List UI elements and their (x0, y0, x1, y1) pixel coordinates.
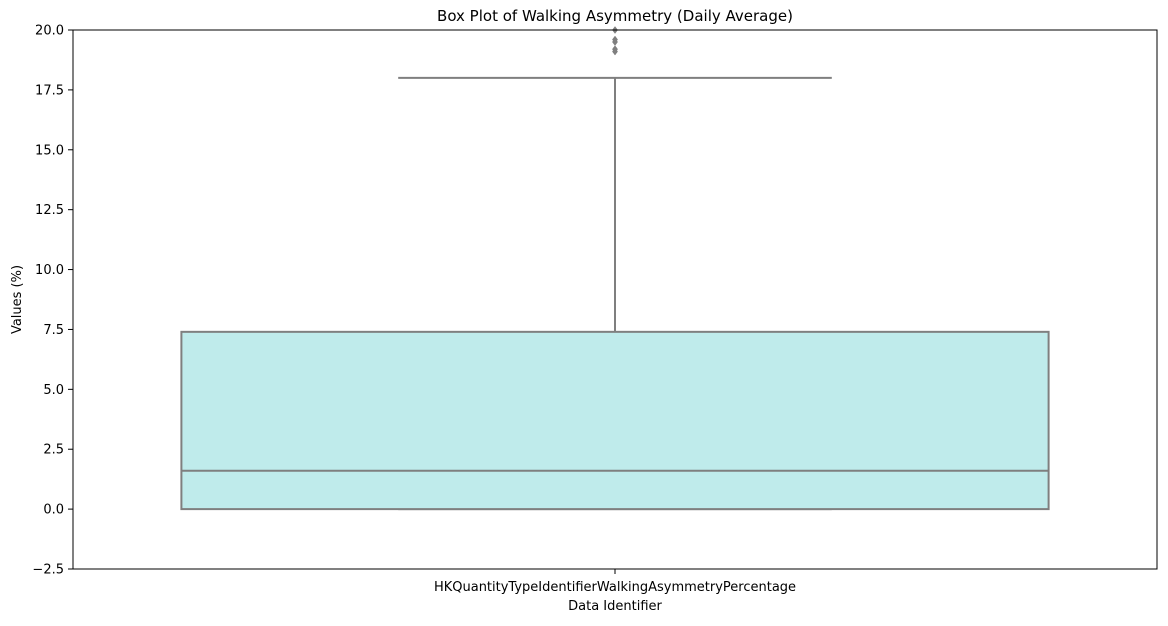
y-tick-label: 12.5 (35, 203, 64, 218)
box-plot-series (180, 26, 1050, 511)
y-tick-label: 5.0 (43, 383, 64, 398)
y-tick-label: 0.0 (43, 503, 64, 518)
outlier-point (612, 45, 618, 54)
y-tick-label: 7.5 (43, 323, 64, 338)
y-tick-label: 15.0 (35, 143, 64, 158)
outlier-point (612, 35, 618, 44)
y-tick-label: 20.0 (35, 24, 64, 39)
y-tick-label: 2.5 (43, 443, 64, 458)
box-iqr (180, 330, 1050, 511)
chart-title: Box Plot of Walking Asymmetry (Daily Ave… (437, 7, 793, 25)
y-axis-ticks: −2.5 0.0 2.5 5.0 7.5 10.0 12.5 15.0 17.5 20.0 (32, 24, 73, 578)
y-axis-label: Values (%) (10, 265, 25, 334)
x-axis-ticks: HKQuantityTypeIdentifierWalkingAsymmetry… (434, 569, 796, 595)
x-tick-label: HKQuantityTypeIdentifierWalkingAsymmetry… (434, 580, 796, 595)
y-tick-label: 10.0 (35, 263, 64, 278)
plot-area-frame (72, 29, 1158, 570)
y-tick-label: −2.5 (32, 563, 64, 578)
y-tick-label: 17.5 (35, 83, 64, 98)
x-axis-label: Data Identifier (568, 599, 662, 614)
